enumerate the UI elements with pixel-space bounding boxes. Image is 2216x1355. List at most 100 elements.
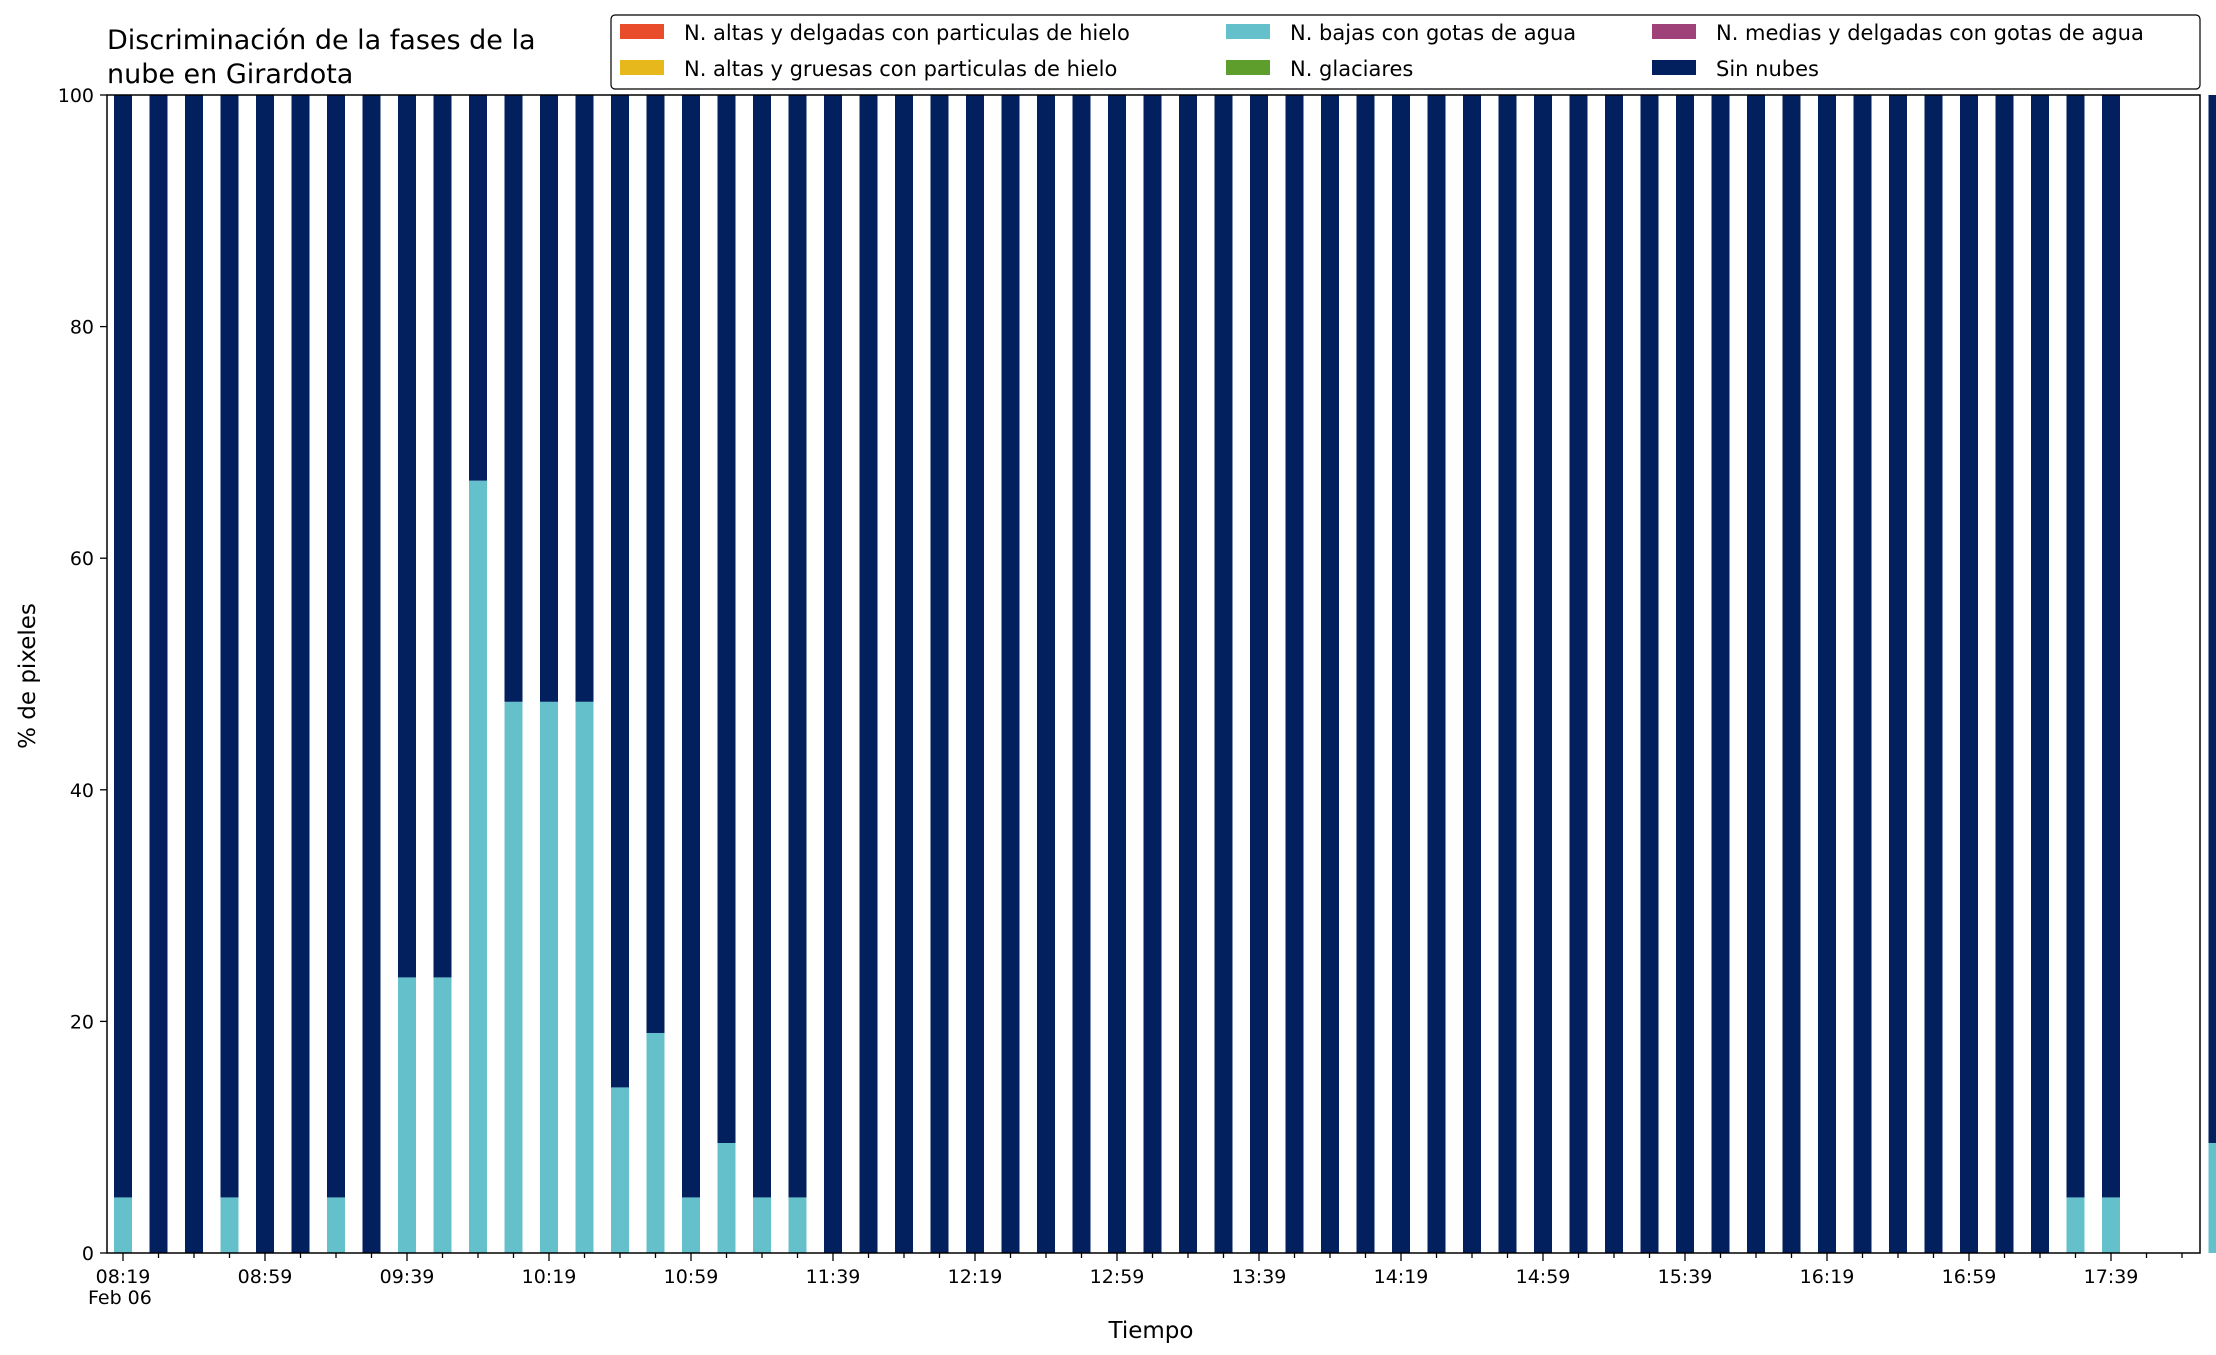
x-tick-label: 17:39 bbox=[2084, 1266, 2139, 1288]
bar-sin-nubes-7 bbox=[362, 95, 381, 1253]
bar-sin-nubes-20 bbox=[824, 95, 842, 1253]
x-tick-label: 13:39 bbox=[1232, 1266, 1287, 1288]
bar-sin-nubes-18 bbox=[753, 95, 771, 1198]
bar-sin-nubes-1 bbox=[149, 95, 168, 1253]
bar-sin-nubes-23 bbox=[930, 95, 949, 1253]
bar-bajas-gotas-agua-56 bbox=[2102, 1197, 2120, 1253]
bar-sin-nubes-6 bbox=[327, 95, 345, 1198]
x-tick-label: 14:59 bbox=[1516, 1266, 1571, 1288]
bar-sin-nubes-16 bbox=[682, 95, 700, 1198]
legend-box bbox=[610, 14, 2201, 90]
bar-sin-nubes-35 bbox=[1356, 95, 1375, 1253]
legend-label-altas-delgadas: N. altas y delgadas con particulas de hi… bbox=[684, 21, 1130, 45]
bar-bajas-gotas-agua-3 bbox=[220, 1197, 239, 1253]
y-axis-title: % de pixeles bbox=[15, 603, 41, 749]
bar-bajas-gotas-agua-14 bbox=[611, 1087, 629, 1253]
bar-sin-nubes-11 bbox=[504, 95, 523, 702]
legend-swatch-bajas bbox=[1226, 24, 1270, 39]
bar-sin-nubes-29 bbox=[1143, 95, 1162, 1253]
bar-sin-nubes-54 bbox=[2031, 95, 2049, 1253]
legend-swatch-medias bbox=[1652, 24, 1696, 39]
y-tick-label: 100 bbox=[58, 85, 94, 107]
bar-sin-nubes-42 bbox=[1605, 95, 1623, 1253]
bar-sin-nubes-37 bbox=[1427, 95, 1446, 1253]
bar-sin-nubes-30 bbox=[1179, 95, 1197, 1253]
bar-bajas-gotas-agua-18 bbox=[753, 1197, 771, 1253]
y-tick-label: 80 bbox=[70, 317, 94, 339]
bar-sin-nubes-34 bbox=[1321, 95, 1339, 1253]
bar-bajas-gotas-agua-0 bbox=[114, 1197, 132, 1253]
bar-sin-nubes-55 bbox=[2066, 95, 2085, 1198]
bar-sin-nubes-15 bbox=[646, 95, 665, 1033]
bar-sin-nubes-8 bbox=[398, 95, 416, 978]
bar-sin-nubes-50 bbox=[1889, 95, 1907, 1253]
bar-bajas-gotas-agua-15 bbox=[646, 1032, 665, 1253]
x-tick-label: 10:59 bbox=[664, 1266, 719, 1288]
bar-sin-nubes-19 bbox=[788, 95, 807, 1198]
bar-sin-nubes-44 bbox=[1676, 95, 1694, 1253]
legend-label-bajas: N. bajas con gotas de agua bbox=[1290, 21, 1576, 45]
bar-sin-nubes-14 bbox=[611, 95, 629, 1088]
bar-sin-nubes-21 bbox=[859, 95, 878, 1253]
bar-layer bbox=[114, 95, 2216, 1253]
plot-frame bbox=[106, 94, 2201, 1254]
x-tick-label: 08:59 bbox=[238, 1266, 293, 1288]
axis-ticks bbox=[100, 94, 2183, 1261]
x-tick-label: 11:39 bbox=[806, 1266, 861, 1288]
bar-bajas-gotas-agua-16 bbox=[682, 1197, 700, 1253]
legend-label-glaciares: N. glaciares bbox=[1290, 57, 1413, 81]
bar-bajas-gotas-agua-13 bbox=[575, 701, 594, 1253]
x-tick-label: 12:59 bbox=[1090, 1266, 1145, 1288]
bar-sin-nubes-12 bbox=[540, 95, 558, 702]
bar-bajas-gotas-agua-59 bbox=[2208, 1142, 2216, 1253]
bar-sin-nubes-32 bbox=[1250, 95, 1268, 1253]
bar-sin-nubes-4 bbox=[256, 95, 274, 1253]
bar-bajas-gotas-agua-55 bbox=[2066, 1197, 2085, 1253]
bar-bajas-gotas-agua-9 bbox=[433, 977, 452, 1253]
x-tick-label: 08:19 bbox=[96, 1266, 151, 1288]
bar-sin-nubes-13 bbox=[575, 95, 594, 702]
y-tick-label: 20 bbox=[70, 1011, 94, 1033]
bar-sin-nubes-26 bbox=[1037, 95, 1055, 1253]
x-tick-label: 16:19 bbox=[1800, 1266, 1855, 1288]
bar-bajas-gotas-agua-8 bbox=[398, 977, 416, 1253]
legend-swatch-altas-delgadas bbox=[620, 24, 664, 39]
bar-sin-nubes-46 bbox=[1747, 95, 1765, 1253]
x-tick-label: 09:39 bbox=[380, 1266, 435, 1288]
y-tick-label: 60 bbox=[70, 548, 94, 570]
bar-sin-nubes-49 bbox=[1853, 95, 1872, 1253]
x-tick-label: 15:39 bbox=[1658, 1266, 1713, 1288]
bar-sin-nubes-41 bbox=[1569, 95, 1588, 1253]
legend-swatch-altas-gruesas bbox=[620, 60, 664, 75]
bar-sin-nubes-31 bbox=[1214, 95, 1233, 1253]
bar-sin-nubes-22 bbox=[895, 95, 913, 1253]
bar-sin-nubes-52 bbox=[1960, 95, 1978, 1253]
bar-bajas-gotas-agua-11 bbox=[504, 701, 523, 1253]
x-date-sublabel: Feb 06 bbox=[88, 1287, 152, 1309]
bar-sin-nubes-51 bbox=[1924, 95, 1943, 1253]
bar-sin-nubes-53 bbox=[1995, 95, 2014, 1253]
bar-sin-nubes-33 bbox=[1285, 95, 1304, 1253]
x-tick-label: 10:19 bbox=[522, 1266, 577, 1288]
bar-sin-nubes-10 bbox=[469, 95, 487, 481]
bar-sin-nubes-36 bbox=[1392, 95, 1410, 1253]
bar-bajas-gotas-agua-12 bbox=[540, 701, 558, 1253]
legend-swatch-sin-nubes bbox=[1652, 60, 1696, 75]
legend-label-altas-gruesas: N. altas y gruesas con particulas de hie… bbox=[684, 57, 1117, 81]
bar-sin-nubes-2 bbox=[185, 95, 203, 1253]
chart-title-line-2: nube en Girardota bbox=[107, 59, 353, 90]
bar-bajas-gotas-agua-17 bbox=[717, 1142, 736, 1253]
bar-sin-nubes-48 bbox=[1818, 95, 1836, 1253]
bar-sin-nubes-43 bbox=[1640, 95, 1659, 1253]
bar-sin-nubes-24 bbox=[966, 95, 984, 1253]
legend: N. altas y delgadas con particulas de hi… bbox=[610, 14, 2201, 90]
bar-sin-nubes-38 bbox=[1463, 95, 1481, 1253]
bar-sin-nubes-39 bbox=[1498, 95, 1517, 1253]
bar-sin-nubes-59 bbox=[2208, 95, 2216, 1143]
bar-sin-nubes-27 bbox=[1072, 95, 1091, 1253]
bar-sin-nubes-28 bbox=[1108, 95, 1126, 1253]
bar-bajas-gotas-agua-10 bbox=[469, 480, 487, 1253]
bar-sin-nubes-3 bbox=[220, 95, 239, 1198]
bar-sin-nubes-56 bbox=[2102, 95, 2120, 1198]
